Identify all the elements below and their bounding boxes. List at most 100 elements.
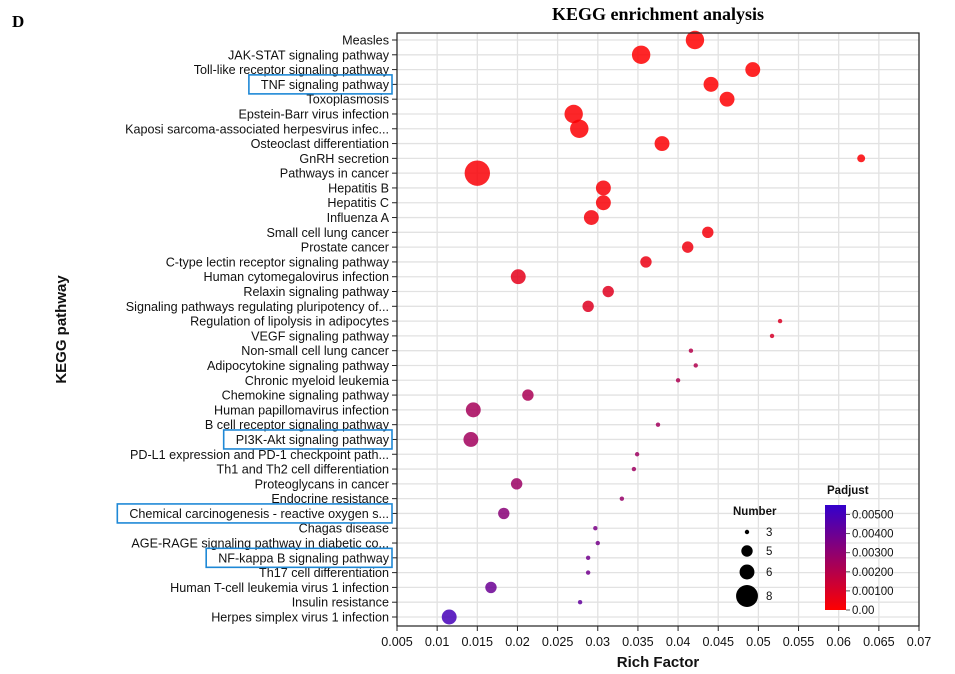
x-tick-label: 0.07 [907, 635, 932, 649]
y-tick-label: Adipocytokine signaling pathway [207, 359, 390, 373]
data-point [585, 555, 591, 561]
data-point [510, 478, 523, 490]
y-tick-label: B cell receptor signaling pathway [205, 418, 390, 432]
highlight-boxes [116, 74, 393, 569]
y-tick-label: JAK-STAT signaling pathway [228, 48, 390, 62]
y-tick-label: TNF signaling pathway [261, 78, 390, 92]
data-point [498, 507, 510, 520]
data-point [703, 76, 719, 92]
x-tick-label: 0.005 [381, 635, 413, 649]
y-tick-label: Endocrine resistance [271, 492, 389, 506]
y-tick-label: VEGF signaling pathway [251, 329, 390, 343]
data-point [464, 160, 491, 186]
y-tick-label: AGE-RAGE signaling pathway in diabetic c… [131, 537, 389, 551]
y-tick-label: NF-kappa B signaling pathway [218, 551, 390, 565]
data-point [693, 363, 698, 368]
x-tick-label: 0.015 [462, 635, 494, 649]
grid-lines [396, 33, 920, 626]
data-point [745, 62, 761, 78]
x-tick-label: 0.03 [586, 635, 611, 649]
data-point [465, 402, 481, 418]
y-tick-label: Human cytomegalovirus infection [204, 270, 390, 284]
y-tick-label: Measles [342, 34, 389, 48]
y-tick-label: Influenza A [327, 211, 390, 225]
colorbar [825, 505, 846, 610]
data-point [583, 210, 599, 225]
data-point [510, 269, 526, 285]
x-axis-title: Rich Factor [617, 654, 700, 671]
size-legend-dot [744, 529, 750, 535]
colorbar-tick-label: 0.00400 [852, 529, 894, 541]
data-point [522, 389, 534, 401]
highlight-box [205, 547, 393, 569]
x-tick-label: 0.045 [702, 635, 734, 649]
data-point [631, 45, 651, 64]
data-point [682, 241, 694, 253]
data-point [564, 104, 583, 124]
y-tick-label: Toxoplasmosis [306, 93, 389, 107]
data-point [593, 526, 598, 531]
y-tick-label: PI3K-Akt signaling pathway [236, 433, 390, 447]
data-point [769, 333, 775, 339]
y-tick-label: Chemical carcinogenesis - reactive oxyge… [129, 507, 389, 521]
size-legend-title: Number [733, 506, 777, 518]
data-point [463, 432, 479, 447]
size-legend-label: 8 [766, 591, 772, 603]
y-tick-label: Hepatitis B [328, 181, 389, 195]
x-tick-label: 0.025 [542, 635, 574, 649]
data-point [634, 452, 640, 457]
data-point [655, 422, 661, 427]
colorbar-tick-label: 0.00500 [852, 510, 894, 522]
colorbar-tick-label: 0.00100 [852, 586, 894, 598]
data-point [582, 300, 594, 313]
y-axis-title: KEGG pathway [53, 275, 70, 384]
y-tick-label: Toll-like receptor signaling pathway [194, 63, 390, 77]
data-point [570, 119, 589, 138]
plot-frame [396, 32, 920, 627]
data-point [585, 570, 591, 575]
panel-label: D [12, 12, 24, 31]
data-point [654, 136, 670, 152]
y-tick-label: Herpes simplex virus 1 infection [211, 611, 389, 625]
y-tick-label: Relaxin signaling pathway [243, 285, 389, 299]
data-point [777, 318, 783, 324]
data-point [619, 496, 625, 501]
data-point [577, 600, 583, 605]
data-point [602, 285, 614, 298]
data-point [675, 378, 681, 383]
x-tick-label: 0.02 [505, 635, 530, 649]
y-tick-label: Hepatitis C [327, 196, 389, 210]
data-point [640, 256, 652, 268]
y-tick-label: Non-small cell lung cancer [241, 344, 389, 358]
y-tick-label: Human papillomavirus infection [214, 403, 389, 417]
color-legend: Padjust 0.00500 0.00400 0.00300 0.00200 0.00… [825, 485, 894, 617]
x-tick-label: 0.055 [783, 635, 815, 649]
data-point [631, 466, 637, 472]
chart-title: KEGG enrichment analysis [552, 4, 764, 24]
data-point [702, 226, 714, 239]
data-point [685, 30, 705, 50]
x-tick-label: 0.035 [622, 635, 654, 649]
data-point [719, 91, 735, 107]
y-tick-label: Small cell lung cancer [267, 226, 390, 240]
y-tick-label: C-type lectin receptor signaling pathway [166, 255, 390, 269]
y-tick-label: Chagas disease [299, 522, 389, 536]
y-tick-label: Insulin resistance [292, 596, 389, 610]
colorbar-tick-label: 0.00200 [852, 567, 894, 579]
data-point [595, 195, 611, 211]
colorbar-tick-label: 0.00300 [852, 548, 894, 560]
highlight-box [222, 429, 393, 450]
size-legend-label: 5 [766, 546, 772, 558]
y-tick-label: GnRH secretion [299, 152, 389, 166]
x-tick-label: 0.065 [863, 635, 895, 649]
highlight-box [116, 503, 393, 524]
data-point [688, 348, 694, 353]
data-point [441, 609, 457, 625]
x-tick-label: 0.01 [425, 635, 450, 649]
y-tick-label: Chronic myeloid leukemia [245, 374, 389, 388]
size-legend-label: 3 [766, 527, 772, 539]
y-tick-label: Th17 cell differentiation [259, 566, 389, 580]
y-tick-label: Signaling pathways regulating pluripoten… [126, 300, 389, 314]
